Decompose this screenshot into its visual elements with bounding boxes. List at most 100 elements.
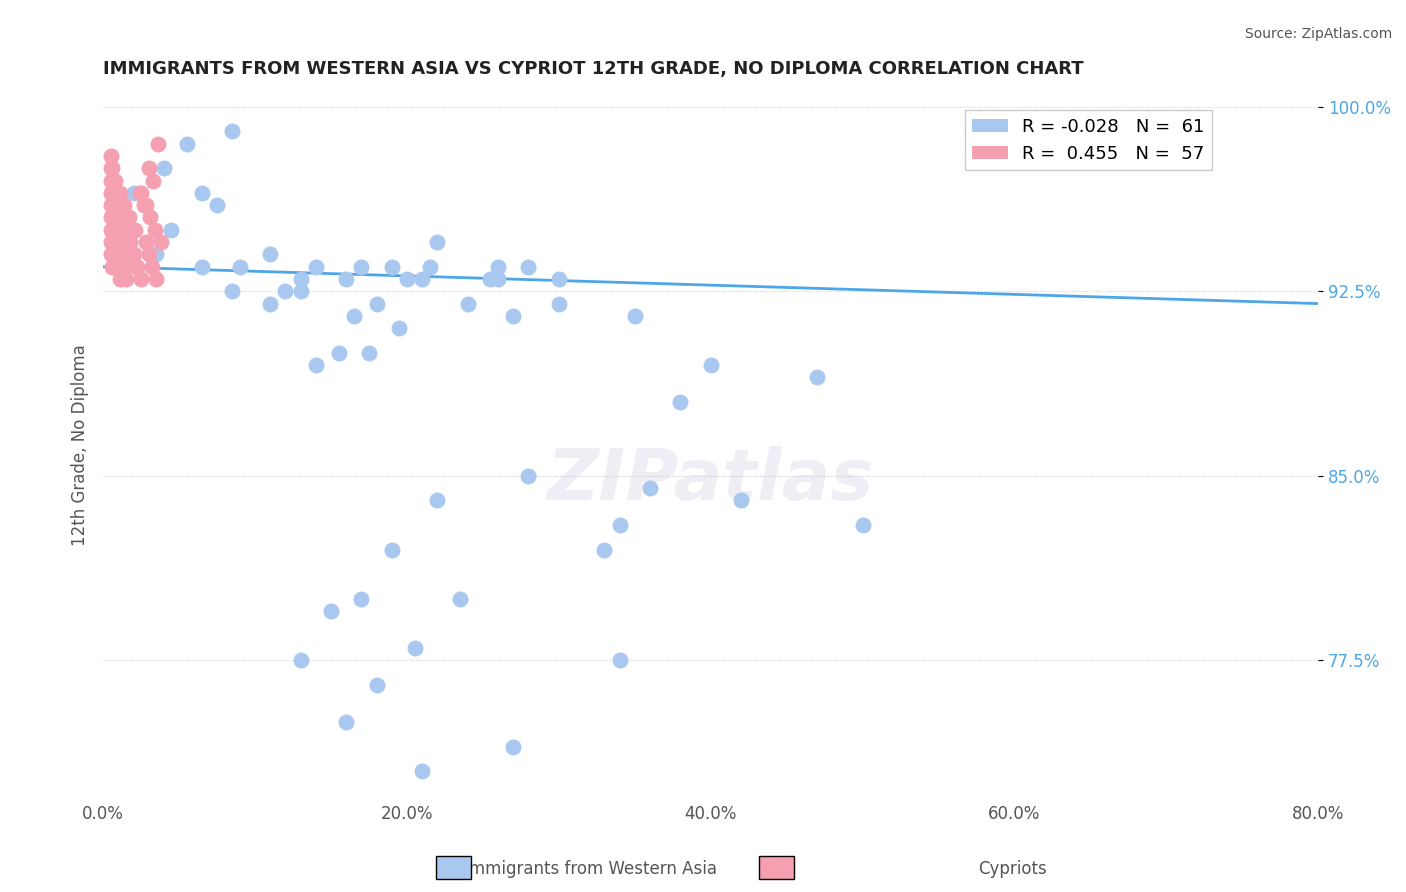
Point xyxy=(502,739,524,754)
Point xyxy=(112,260,135,274)
Point xyxy=(117,235,139,249)
Point xyxy=(609,653,631,667)
Point xyxy=(305,358,328,372)
Point xyxy=(118,211,141,225)
Point xyxy=(138,161,160,176)
Point xyxy=(108,186,131,200)
Point xyxy=(153,161,176,176)
Point xyxy=(122,247,145,261)
Point xyxy=(107,211,129,225)
Point xyxy=(101,260,124,274)
Point xyxy=(328,346,350,360)
Point xyxy=(129,186,152,200)
Point xyxy=(100,223,122,237)
Point xyxy=(274,285,297,299)
Point xyxy=(120,235,142,249)
Point xyxy=(100,173,122,187)
Point xyxy=(366,678,388,692)
Point xyxy=(319,604,342,618)
Point xyxy=(335,714,357,729)
Point xyxy=(699,358,721,372)
Point xyxy=(669,395,692,409)
Point xyxy=(101,173,124,187)
Point xyxy=(135,235,157,249)
Point xyxy=(1337,100,1360,114)
Point xyxy=(290,272,312,286)
Point xyxy=(350,260,373,274)
Point xyxy=(290,285,312,299)
Point xyxy=(290,653,312,667)
Point xyxy=(593,542,616,557)
Point xyxy=(100,161,122,176)
Point xyxy=(138,247,160,261)
Text: IMMIGRANTS FROM WESTERN ASIA VS CYPRIOT 12TH GRADE, NO DIPLOMA CORRELATION CHART: IMMIGRANTS FROM WESTERN ASIA VS CYPRIOT … xyxy=(103,60,1084,78)
Point xyxy=(191,186,214,200)
Point xyxy=(107,247,129,261)
Point xyxy=(103,211,125,225)
Point xyxy=(145,272,167,286)
Point xyxy=(125,260,148,274)
Point xyxy=(100,186,122,200)
Point xyxy=(105,235,128,249)
Point xyxy=(108,272,131,286)
Y-axis label: 12th Grade, No Diploma: 12th Grade, No Diploma xyxy=(72,344,89,546)
Point xyxy=(547,272,569,286)
Point xyxy=(103,198,125,212)
Point xyxy=(145,247,167,261)
Point xyxy=(100,235,122,249)
Point xyxy=(730,493,752,508)
Point xyxy=(142,173,165,187)
Point xyxy=(411,764,433,779)
Point xyxy=(149,235,172,249)
Point xyxy=(100,211,122,225)
Text: Source: ZipAtlas.com: Source: ZipAtlas.com xyxy=(1244,27,1392,41)
Point xyxy=(104,247,127,261)
Point xyxy=(135,198,157,212)
Point xyxy=(107,260,129,274)
Point xyxy=(502,309,524,323)
Point xyxy=(638,481,661,495)
Point xyxy=(609,518,631,533)
Point xyxy=(139,211,162,225)
Point xyxy=(115,211,138,225)
Point xyxy=(357,346,380,360)
Point xyxy=(343,309,366,323)
Point xyxy=(457,296,479,310)
Point xyxy=(100,198,122,212)
Point xyxy=(404,641,426,656)
Point xyxy=(449,591,471,606)
Point xyxy=(381,542,404,557)
Point xyxy=(350,591,373,606)
Point xyxy=(259,296,281,310)
Point xyxy=(100,149,122,163)
Point xyxy=(121,247,143,261)
Point xyxy=(122,186,145,200)
Point xyxy=(100,247,122,261)
Legend: R = -0.028   N =  61, R =  0.455   N =  57: R = -0.028 N = 61, R = 0.455 N = 57 xyxy=(965,111,1212,170)
Point xyxy=(129,272,152,286)
Point xyxy=(205,198,228,212)
Point xyxy=(111,247,134,261)
Point xyxy=(419,260,441,274)
Point xyxy=(486,260,509,274)
Point xyxy=(547,296,569,310)
Point xyxy=(105,235,128,249)
Point xyxy=(411,272,433,286)
Point xyxy=(111,223,134,237)
Point xyxy=(101,186,124,200)
Point xyxy=(305,260,328,274)
Point xyxy=(366,296,388,310)
Point xyxy=(112,198,135,212)
Point xyxy=(146,136,169,151)
Point xyxy=(479,272,502,286)
Point xyxy=(125,260,148,274)
Point xyxy=(128,186,150,200)
Point xyxy=(426,235,449,249)
Point xyxy=(110,223,132,237)
Point xyxy=(124,223,146,237)
Point xyxy=(221,285,243,299)
Text: ZIPatlas: ZIPatlas xyxy=(547,446,875,515)
Point xyxy=(486,272,509,286)
Text: Immigrants from Western Asia: Immigrants from Western Asia xyxy=(464,860,717,878)
Point xyxy=(388,321,411,335)
